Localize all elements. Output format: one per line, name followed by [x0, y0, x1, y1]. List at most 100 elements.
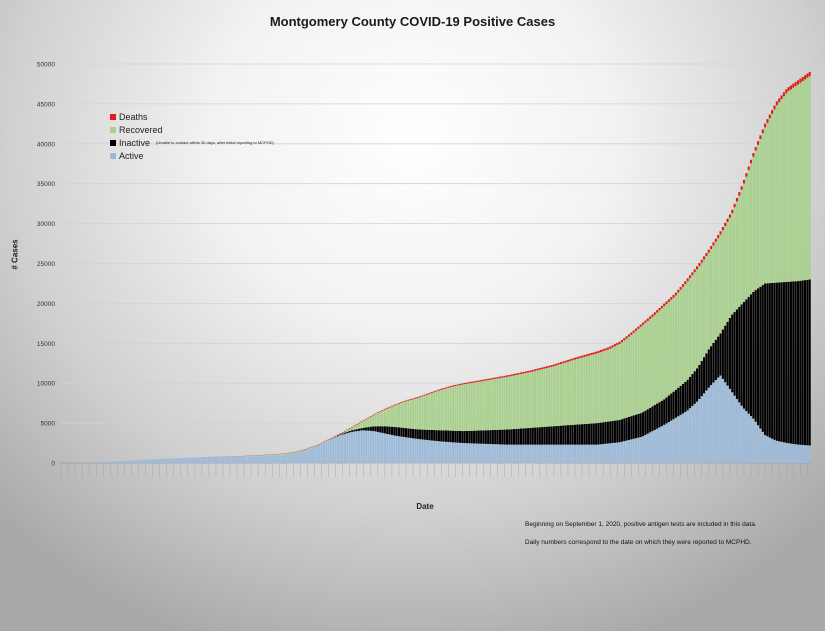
bar-segment-recovered: [534, 370, 537, 428]
bar-segment-inactive: [449, 430, 452, 443]
bar-segment-active: [684, 412, 687, 463]
bar-segment-deaths: [679, 286, 682, 290]
bar-day: [726, 218, 729, 463]
bar-day: [118, 461, 121, 463]
bar-segment-deaths: [383, 408, 386, 410]
bar-day: [517, 372, 520, 463]
bar-segment-inactive: [437, 430, 440, 442]
bar-day: [285, 453, 288, 463]
bar-segment-inactive: [397, 427, 401, 437]
y-tick-label: 25000: [37, 261, 55, 268]
bar-segment-active: [581, 444, 584, 463]
bar-segment-active: [179, 458, 182, 463]
bar-segment-active: [515, 444, 518, 463]
bar-segment-inactive: [388, 426, 391, 435]
bar-segment-active: [649, 432, 652, 463]
bar-segment-inactive: [341, 433, 344, 435]
bar-segment-deaths: [620, 339, 623, 343]
bar-segment-inactive: [808, 279, 811, 446]
bar-segment-active: [163, 458, 166, 463]
bar-segment-deaths: [482, 379, 485, 381]
bar-day: [125, 460, 128, 463]
bar-day: [693, 269, 696, 463]
bar-segment-active: [97, 462, 100, 463]
bar-day: [684, 281, 687, 463]
bar-day: [355, 424, 358, 463]
bar-day: [480, 380, 483, 463]
bar-segment-recovered: [285, 453, 288, 455]
bar-segment-inactive: [374, 426, 377, 432]
bar-day: [672, 294, 675, 463]
bar-segment-active: [740, 405, 743, 463]
bar-day: [212, 456, 215, 463]
bar-day: [339, 433, 342, 463]
bar-segment-active: [768, 437, 771, 463]
bar-day: [484, 379, 487, 463]
bar-day: [794, 82, 797, 463]
bar-day: [529, 370, 532, 463]
bar-segment-active: [562, 444, 565, 463]
bar-segment-inactive: [351, 430, 354, 432]
legend-item-inactive: Inactive (Unable to contact within 30 da…: [110, 136, 274, 149]
bar-segment-active: [158, 458, 161, 463]
bar-segment-active: [153, 459, 156, 463]
legend-label-active: Active: [119, 150, 144, 161]
bar-segment-inactive: [728, 317, 731, 389]
bar-segment-active: [433, 440, 436, 463]
bar-day: [757, 141, 760, 463]
bar-segment-deaths: [792, 83, 795, 88]
bar-segment-active: [412, 438, 415, 463]
bar-segment-active: [146, 459, 149, 463]
bar-segment-recovered: [414, 398, 417, 430]
bar-segment-active: [268, 455, 271, 463]
bar-segment-recovered: [620, 342, 623, 420]
bar-segment-inactive: [494, 429, 497, 445]
bar-day: [660, 305, 663, 463]
bar-day: [304, 449, 307, 463]
bar-segment-deaths: [677, 289, 680, 293]
bar-segment-recovered: [245, 455, 248, 457]
bar-segment-deaths: [749, 159, 753, 164]
bar-segment-deaths: [785, 89, 788, 94]
bar-segment-recovered: [430, 393, 433, 430]
bar-segment-active: [484, 443, 487, 463]
bar-segment-deaths: [597, 350, 600, 353]
bar-segment-active: [634, 438, 638, 463]
bar-segment-inactive: [501, 429, 504, 445]
bar-segment-inactive: [803, 280, 807, 446]
bar-day: [703, 256, 706, 463]
bar-segment-active: [613, 442, 616, 463]
bar-segment-recovered: [355, 424, 358, 430]
bar-segment-active: [341, 434, 344, 463]
bar-segment-inactive: [358, 428, 361, 431]
bar-segment-recovered: [627, 336, 631, 417]
bar-segment-recovered: [623, 340, 626, 419]
bar-segment-active: [376, 431, 379, 463]
bar-segment-active: [590, 444, 593, 463]
bar-segment-inactive: [538, 427, 541, 445]
bar-day: [637, 326, 640, 463]
bar-segment-inactive: [775, 282, 778, 441]
bar-segment-deaths: [768, 114, 771, 119]
bar-segment-deaths: [796, 80, 800, 85]
bar-day: [616, 342, 619, 463]
bar-segment-active: [404, 437, 408, 463]
bar-segment-active: [548, 444, 551, 463]
bar-segment-recovered: [674, 295, 677, 390]
bar-segment-deaths: [341, 432, 344, 433]
bar-segment-active: [569, 444, 572, 463]
bar-day: [137, 460, 140, 463]
bar-day: [536, 368, 539, 463]
bar-segment-recovered: [606, 349, 609, 422]
bar-segment-active: [336, 436, 340, 463]
bar-day: [677, 289, 680, 463]
bar-segment-recovered: [254, 455, 257, 457]
bar-segment-deaths: [503, 375, 506, 378]
bar-segment-active: [214, 456, 217, 463]
bar-segment-inactive: [733, 312, 736, 396]
bar-day: [505, 375, 509, 463]
bar-segment-inactive: [480, 430, 483, 444]
bar-day: [397, 402, 401, 463]
bar-segment-active: [714, 380, 717, 463]
bar-day: [419, 396, 422, 463]
